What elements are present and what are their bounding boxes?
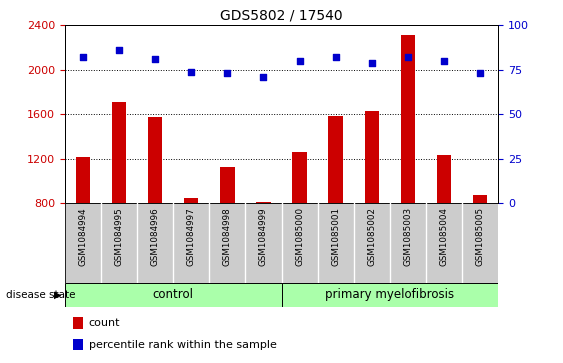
Point (187, 69, 196, 74)
Text: GSM1084994: GSM1084994 (78, 207, 87, 266)
Text: GSM1084999: GSM1084999 (259, 207, 268, 266)
Bar (75, 156, 90, 203)
Text: primary myelofibrosis: primary myelofibrosis (325, 289, 454, 301)
Point (440, 58, 449, 64)
Point (367, 60, 376, 66)
Text: percentile rank within the sample: percentile rank within the sample (88, 339, 276, 350)
Bar (73, 339, 83, 351)
Point (331, 54, 340, 60)
Text: GSM1085001: GSM1085001 (331, 207, 340, 266)
Text: control: control (153, 289, 194, 301)
Text: GSM1085004: GSM1085004 (440, 207, 449, 266)
Point (259, 74, 268, 80)
Text: disease state: disease state (6, 290, 75, 300)
Text: GSM1085005: GSM1085005 (476, 207, 485, 266)
Bar (328, 116, 343, 203)
Bar (282, 283, 498, 307)
Point (150, 56, 159, 62)
Point (404, 54, 413, 60)
Text: GSM1085002: GSM1085002 (367, 207, 376, 266)
Bar (220, 167, 235, 203)
Text: GSM1084996: GSM1084996 (150, 207, 159, 266)
Text: count: count (88, 318, 120, 329)
Text: GSM1085000: GSM1085000 (295, 207, 304, 266)
Point (476, 70, 485, 76)
Bar (256, 202, 271, 203)
Bar (111, 102, 126, 203)
Bar (365, 111, 379, 203)
Bar (73, 317, 83, 329)
Point (114, 48, 123, 53)
Bar (473, 196, 488, 203)
Bar (65, 283, 282, 307)
Text: GSM1084998: GSM1084998 (223, 207, 232, 266)
Text: GSM1084995: GSM1084995 (114, 207, 123, 266)
Point (223, 70, 232, 76)
Point (295, 58, 304, 64)
Bar (292, 152, 307, 203)
Text: GSM1085003: GSM1085003 (404, 207, 413, 266)
Point (78, 54, 87, 60)
Bar (437, 155, 452, 203)
Text: ▶: ▶ (55, 290, 62, 300)
Text: GSM1084997: GSM1084997 (187, 207, 196, 266)
Title: GDS5802 / 17540: GDS5802 / 17540 (220, 9, 343, 23)
Bar (401, 36, 415, 203)
Bar (184, 198, 198, 203)
Bar (148, 117, 162, 203)
